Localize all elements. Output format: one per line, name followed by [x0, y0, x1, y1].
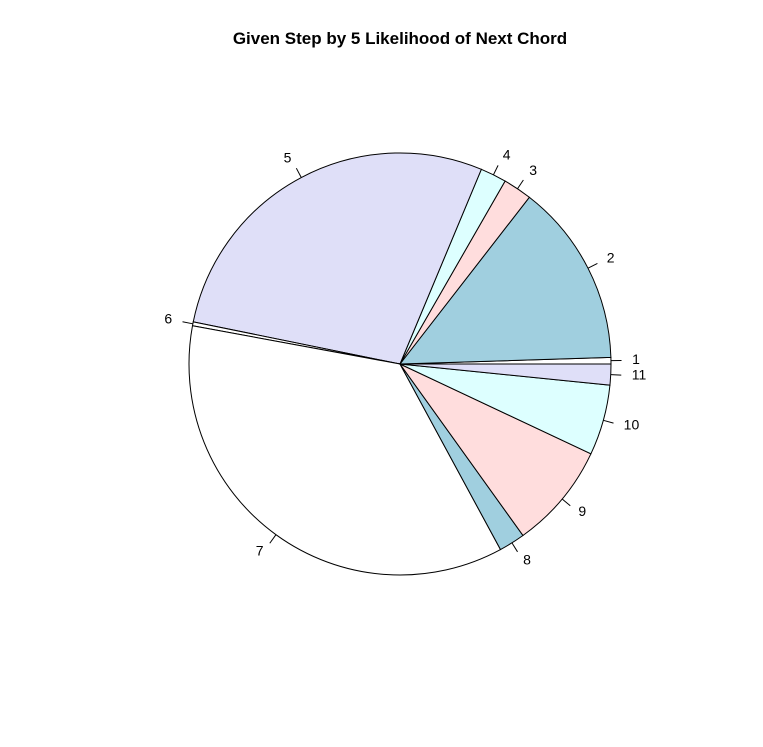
pie-tick-4 [492, 165, 499, 176]
pie-label-2: 2 [607, 249, 615, 265]
pie-slices [188, 152, 612, 576]
pie-label-1: 1 [632, 351, 640, 367]
pie-tick-11 [610, 374, 622, 376]
chart-title: Given Step by 5 Likelihood of Next Chord [232, 29, 568, 48]
pie-tick-5 [295, 167, 302, 178]
pie-tick-2 [587, 262, 598, 269]
pie-label-5: 5 [284, 150, 292, 166]
pie-tick-7 [269, 534, 277, 544]
pie-label-9: 9 [578, 503, 586, 519]
pie-slice-5 [192, 152, 483, 365]
pie-label-6: 6 [164, 310, 172, 326]
pie-tick-8 [511, 542, 518, 553]
pie-tick-10 [603, 419, 614, 424]
pie-label-8: 8 [523, 551, 531, 567]
pie-label-7: 7 [256, 542, 264, 558]
pie-slice-9 [398, 362, 592, 537]
pie-slice-labels: 1 2 3 4 5 6 7 8 9 10 11 [164, 147, 646, 568]
pie-tick-9 [561, 498, 571, 507]
pie-label-ticks [182, 165, 622, 553]
pie-tick-6 [182, 321, 193, 325]
pie-label-3: 3 [529, 162, 537, 178]
pie-label-11: 11 [632, 366, 647, 382]
pie-tick-3 [517, 179, 524, 190]
pie-label-10: 10 [624, 417, 640, 433]
pie-label-4: 4 [503, 147, 511, 163]
